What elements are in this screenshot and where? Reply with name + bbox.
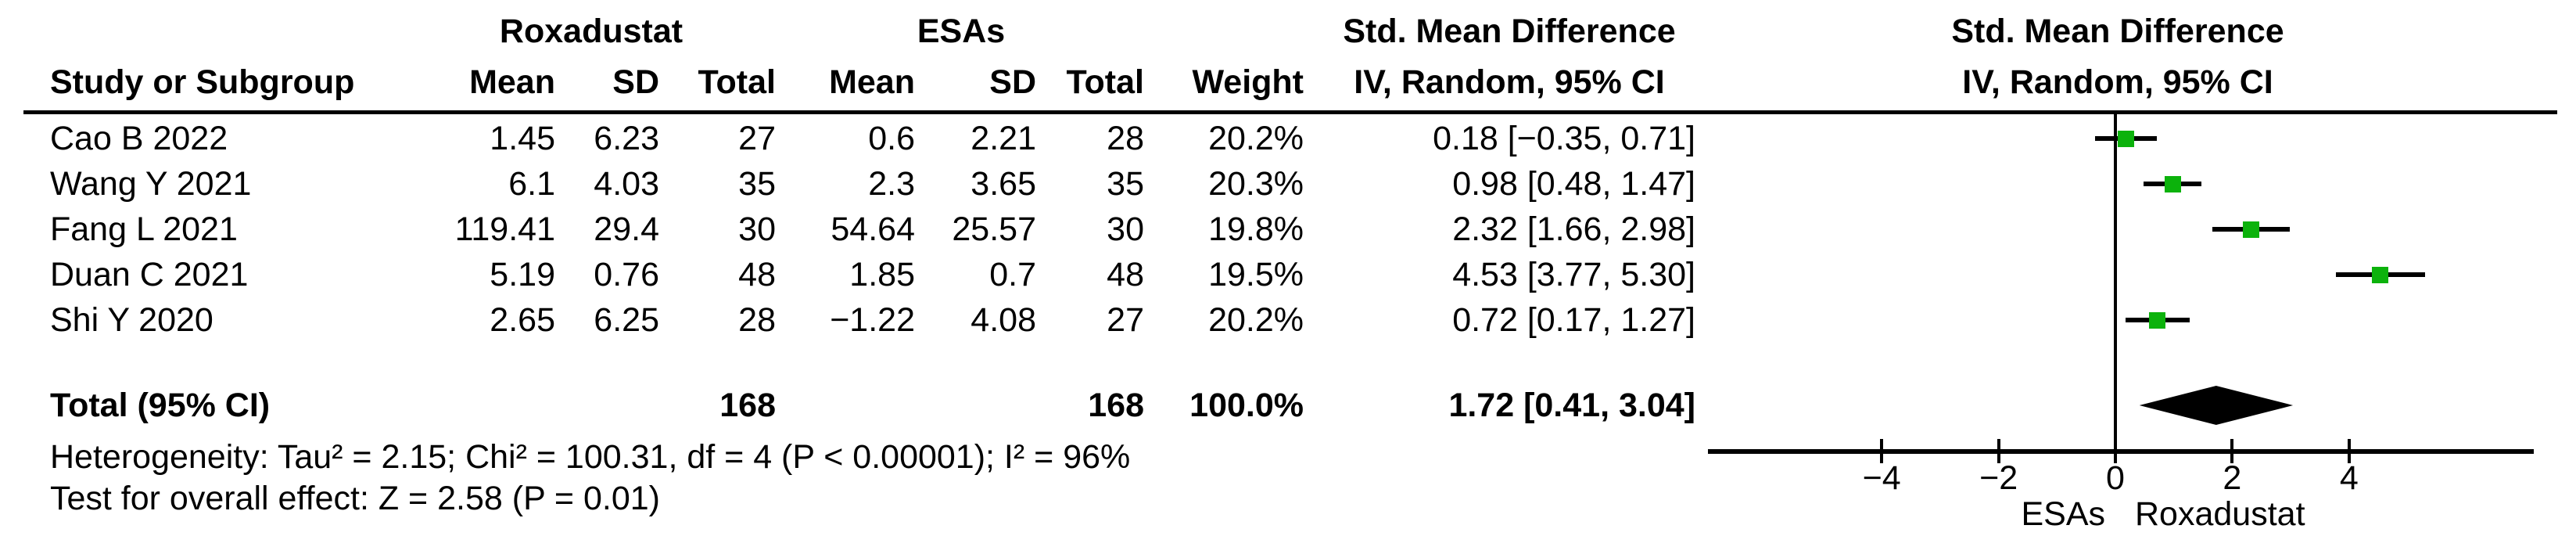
g1-sd: 6.23 (594, 120, 659, 157)
g2-total: 35 (1107, 165, 1144, 203)
g1-total: 28 (738, 301, 776, 339)
study-name: Duan C 2021 (50, 256, 249, 293)
smd-ci-value: 0.72 [0.17, 1.27] (1452, 301, 1695, 339)
group1-mean-header: Mean (469, 63, 555, 101)
effect-title-header: Std. Mean Difference (1343, 13, 1676, 50)
g1-mean: 119.41 (454, 210, 555, 248)
heterogeneity-note: Heterogeneity: Tau² = 2.15; Chi² = 100.3… (50, 438, 1131, 476)
smd-ci-value: 4.53 [3.77, 5.30] (1452, 256, 1695, 293)
table-row: Duan C 2021 5.19 0.76 48 1.85 0.7 48 19.… (0, 253, 2576, 297)
axis-tick (2230, 439, 2234, 463)
g2-sd: 0.7 (989, 256, 1036, 293)
g2-sd: 3.65 (970, 165, 1036, 203)
g2-sd: 2.21 (970, 120, 1036, 157)
axis-tick-label: 0 (2106, 459, 2125, 497)
g1-sd: 0.76 (594, 256, 659, 293)
g2-mean: 54.64 (831, 210, 915, 248)
group2-sd-header: SD (989, 63, 1036, 101)
weight-value: 19.5% (1208, 256, 1304, 293)
g2-mean: 0.6 (868, 120, 915, 157)
study-name: Cao B 2022 (50, 120, 228, 157)
effect-estimate-square (2371, 266, 2388, 283)
g2-mean: −1.22 (830, 301, 915, 339)
total-label: Total (95% CI) (50, 387, 271, 424)
table-row: Cao B 2022 1.45 6.23 27 0.6 2.21 28 20.2… (0, 117, 2576, 160)
g1-mean: 2.65 (490, 301, 555, 339)
g1-sd: 6.25 (594, 301, 659, 339)
axis-tick (2114, 439, 2117, 463)
smd-ci-value: 0.98 [0.48, 1.47] (1452, 165, 1695, 203)
g1-total: 35 (738, 165, 776, 203)
favours-left-label: ESAs (2021, 495, 2105, 533)
g1-mean: 5.19 (490, 256, 555, 293)
g1-total: 30 (738, 210, 776, 248)
effect-estimate-square (2164, 175, 2181, 192)
axis-tick-label: −2 (1979, 459, 2018, 497)
table-row: Fang L 2021 119.41 29.4 30 54.64 25.57 3… (0, 207, 2576, 251)
group1-total-header: Total (698, 63, 776, 101)
g1-sd: 29.4 (594, 210, 659, 248)
plot-method-header: IV, Random, 95% CI (1962, 63, 2273, 101)
g2-mean: 2.3 (868, 165, 915, 203)
total-weight: 100.0% (1189, 387, 1304, 424)
x-axis-line (1708, 449, 2534, 454)
plot-title-header: Std. Mean Difference (1951, 13, 2284, 50)
group2-header: ESAs (917, 13, 1006, 50)
g2-sd: 4.08 (970, 301, 1036, 339)
weight-value: 20.3% (1208, 165, 1304, 203)
g1-mean: 1.45 (490, 120, 555, 157)
g1-mean: 6.1 (508, 165, 555, 203)
overall-effect-note: Test for overall effect: Z = 2.58 (P = 0… (50, 480, 660, 517)
g2-mean: 1.85 (849, 256, 915, 293)
study-name: Shi Y 2020 (50, 301, 213, 339)
axis-tick-label: 4 (2339, 459, 2359, 497)
axis-tick-label: 2 (2223, 459, 2242, 497)
group1-header: Roxadustat (499, 13, 683, 50)
g1-sd: 4.03 (594, 165, 659, 203)
effect-estimate-square (2117, 130, 2134, 147)
g2-total: 30 (1107, 210, 1144, 248)
weight-column-header: Weight (1192, 63, 1304, 101)
smd-ci-value: 2.32 [1.66, 2.98] (1452, 210, 1695, 248)
total-row: Total (95% CI) 168 168 100.0% 1.72 [0.41… (0, 383, 2576, 427)
effect-method-header: IV, Random, 95% CI (1354, 63, 1665, 101)
study-name: Wang Y 2021 (50, 165, 252, 203)
axis-tick (1997, 439, 2000, 463)
header-rule (23, 110, 2557, 114)
smd-ci-value: 0.18 [−0.35, 0.71] (1433, 120, 1695, 157)
weight-value: 20.2% (1208, 120, 1304, 157)
group1-sd-header: SD (612, 63, 659, 101)
study-column-header: Study or Subgroup (50, 63, 355, 101)
effect-estimate-square (2149, 311, 2166, 329)
total-n-group1: 168 (719, 387, 776, 424)
header-column-row: Study or Subgroup Mean SD Total Mean SD … (0, 60, 2576, 104)
weight-value: 20.2% (1208, 301, 1304, 339)
table-row: Wang Y 2021 6.1 4.03 35 2.3 3.65 35 20.3… (0, 162, 2576, 206)
group2-mean-header: Mean (829, 63, 915, 101)
g2-total: 48 (1107, 256, 1144, 293)
axis-tick (2347, 439, 2351, 463)
zero-reference-line (2114, 114, 2117, 451)
g1-total: 48 (738, 256, 776, 293)
total-smd-ci: 1.72 [0.41, 3.04] (1448, 387, 1695, 424)
axis-tick (1880, 439, 1884, 463)
header-group-row: Roxadustat ESAs Std. Mean Difference Std… (0, 9, 2576, 53)
g2-total: 28 (1107, 120, 1144, 157)
group2-total-header: Total (1066, 63, 1144, 101)
g1-total: 27 (738, 120, 776, 157)
effect-estimate-square (2242, 221, 2259, 238)
total-n-group2: 168 (1088, 387, 1144, 424)
weight-value: 19.8% (1208, 210, 1304, 248)
study-name: Fang L 2021 (50, 210, 238, 248)
g2-sd: 25.57 (952, 210, 1036, 248)
g2-total: 27 (1107, 301, 1144, 339)
favours-right-label: Roxadustat (2135, 495, 2305, 533)
axis-tick-label: −4 (1862, 459, 1901, 497)
table-row: Shi Y 2020 2.65 6.25 28 −1.22 4.08 27 20… (0, 298, 2576, 342)
